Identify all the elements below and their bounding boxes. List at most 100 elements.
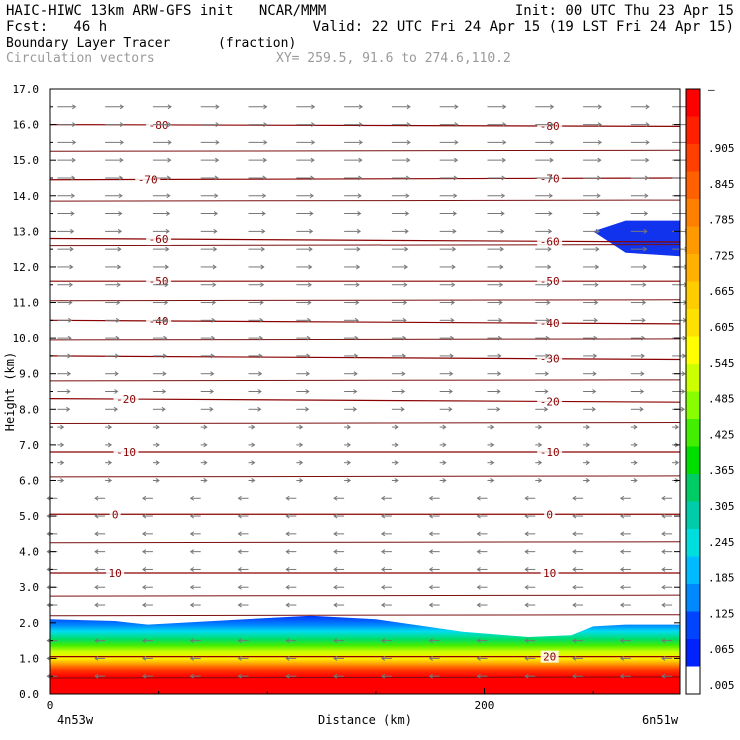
wind-vector — [94, 655, 106, 661]
wind-vector — [487, 460, 495, 466]
wind-vector — [94, 531, 106, 537]
wind-vector — [200, 175, 219, 181]
wind-vector — [248, 282, 265, 288]
contour-label-bg — [113, 446, 139, 458]
wind-vector — [476, 638, 488, 644]
wind-vector — [535, 122, 555, 128]
wind-vector — [142, 531, 153, 537]
wind-vector — [583, 122, 602, 128]
isotherm-line — [49, 398, 681, 403]
y-tick-label: 10.0 — [13, 332, 40, 345]
wind-vector — [583, 175, 602, 181]
wind-vector — [296, 406, 310, 412]
wind-vector — [285, 673, 297, 679]
wind-vector — [94, 549, 106, 555]
isotherm-line — [49, 475, 681, 478]
forecast-hour: Fcst: 46 h — [6, 19, 108, 35]
wind-vector — [428, 567, 440, 572]
wind-vector — [248, 353, 263, 359]
wind-vector — [94, 495, 106, 501]
wind-vector — [296, 353, 311, 359]
wind-vector — [661, 495, 673, 501]
wind-vector — [105, 246, 122, 252]
wind-vector — [535, 228, 553, 234]
colorbar-label: .845 — [708, 178, 735, 191]
y-tick-label: 3.0 — [19, 581, 39, 594]
wind-vector — [248, 406, 262, 412]
wind-vector — [630, 157, 650, 163]
wind-vector — [296, 282, 313, 288]
wind-vector — [583, 246, 600, 252]
wind-vector — [672, 389, 686, 394]
wind-vector — [619, 584, 631, 590]
wind-vector — [57, 211, 75, 216]
colorbar-label: .545 — [708, 357, 735, 370]
wind-vector — [439, 228, 457, 234]
wind-vector — [105, 282, 121, 288]
wind-vector — [583, 104, 602, 110]
wind-vector — [583, 264, 600, 270]
wind-vector — [572, 602, 584, 608]
wind-vector — [248, 478, 256, 483]
wind-vector — [487, 317, 503, 323]
wind-vector — [391, 228, 409, 234]
colorbar-swatch — [686, 446, 700, 475]
wind-vector — [535, 246, 552, 252]
wind-vector — [152, 371, 167, 377]
wind-vector — [189, 673, 201, 679]
wind-vector — [344, 424, 352, 430]
upper-tracer-patch — [593, 220, 680, 257]
wind-vector — [439, 389, 453, 394]
wind-vector — [630, 139, 650, 145]
wind-vector — [333, 567, 345, 572]
wind-vector — [487, 246, 504, 252]
isotherm-line — [49, 379, 681, 382]
wind-vector — [391, 460, 399, 466]
wind-vector — [285, 602, 297, 608]
wind-vector — [439, 139, 459, 145]
wind-vector — [57, 406, 71, 412]
wind-vector — [428, 584, 440, 590]
colorbar-label: .725 — [708, 249, 735, 262]
wind-vector — [524, 549, 536, 555]
wind-vector — [661, 567, 673, 572]
wind-vector — [94, 513, 106, 519]
wind-vector — [200, 300, 217, 305]
wind-vector — [285, 567, 297, 572]
wind-vector — [344, 193, 362, 199]
colorbar-label: .365 — [708, 464, 735, 477]
wind-vector — [439, 175, 458, 181]
contour-label: -20 — [540, 395, 560, 408]
wind-vector — [142, 602, 153, 608]
colorbar-swatch — [686, 254, 700, 282]
colorbar-swatch — [686, 611, 700, 640]
wind-vector — [152, 228, 170, 234]
wind-vector — [391, 371, 406, 377]
wind-vector — [57, 139, 77, 145]
wind-vector — [428, 602, 440, 608]
colorbar-label: .605 — [708, 321, 735, 334]
wind-vector — [630, 371, 645, 377]
wind-vector — [200, 104, 220, 110]
colorbar-label: .665 — [708, 285, 735, 298]
colorbar-swatch — [686, 171, 700, 200]
wind-vector — [296, 139, 316, 145]
wind-vector — [572, 495, 584, 501]
wind-vector — [57, 353, 72, 359]
x-start-label: 4n53w — [57, 713, 94, 727]
wind-vector — [344, 300, 360, 305]
wind-vector — [105, 389, 119, 394]
wind-vector — [572, 567, 584, 572]
isotherm-line — [49, 422, 681, 425]
wind-vector — [200, 406, 214, 412]
wind-vector — [142, 495, 153, 501]
wind-vector — [391, 104, 411, 110]
wind-vector — [391, 193, 410, 199]
wind-vector — [661, 531, 673, 537]
colorbar-swatch — [686, 226, 700, 255]
wind-vector — [487, 406, 501, 412]
wind-vector — [583, 478, 590, 483]
wind-vector — [630, 193, 649, 199]
wind-vector — [344, 139, 364, 145]
